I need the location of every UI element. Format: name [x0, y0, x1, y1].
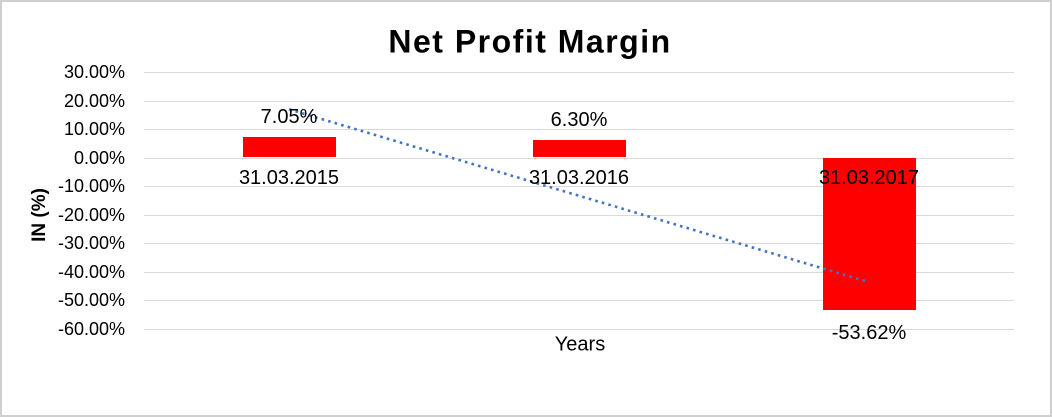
category-label: 31.03.2017 — [818, 166, 920, 189]
category-label: 31.03.2015 — [238, 166, 340, 189]
gridline — [144, 72, 1014, 73]
gridline — [144, 300, 1014, 301]
y-tick-label: 20.00% — [63, 90, 125, 111]
bar-value-label: 6.30% — [550, 108, 608, 131]
bar-31.03.2015 — [242, 137, 336, 158]
y-tick-label: 0.00% — [73, 147, 125, 168]
linear-trendline — [288, 108, 870, 284]
bar-31.03.2016 — [532, 139, 626, 158]
y-tick-label: -30.00% — [57, 233, 125, 253]
x-axis-title: Years — [554, 333, 606, 356]
gridline — [144, 328, 1014, 330]
y-tick-label: 30.00% — [63, 62, 125, 82]
chart-title: Net Profit Margin — [388, 23, 672, 60]
y-tick-label: -40.00% — [57, 261, 125, 282]
category-label: 31.03.2016 — [528, 166, 630, 189]
y-tick-label: 10.00% — [63, 119, 125, 139]
y-tick-label: -50.00% — [57, 290, 125, 310]
y-tick-label: -10.00% — [57, 176, 125, 196]
gridline — [144, 100, 1014, 102]
y-tick-label: -20.00% — [57, 204, 125, 225]
y-tick-label: -60.00% — [57, 318, 125, 339]
bar-value-label: 7.05% — [260, 106, 318, 129]
bar-value-label: -53.62% — [831, 322, 907, 345]
